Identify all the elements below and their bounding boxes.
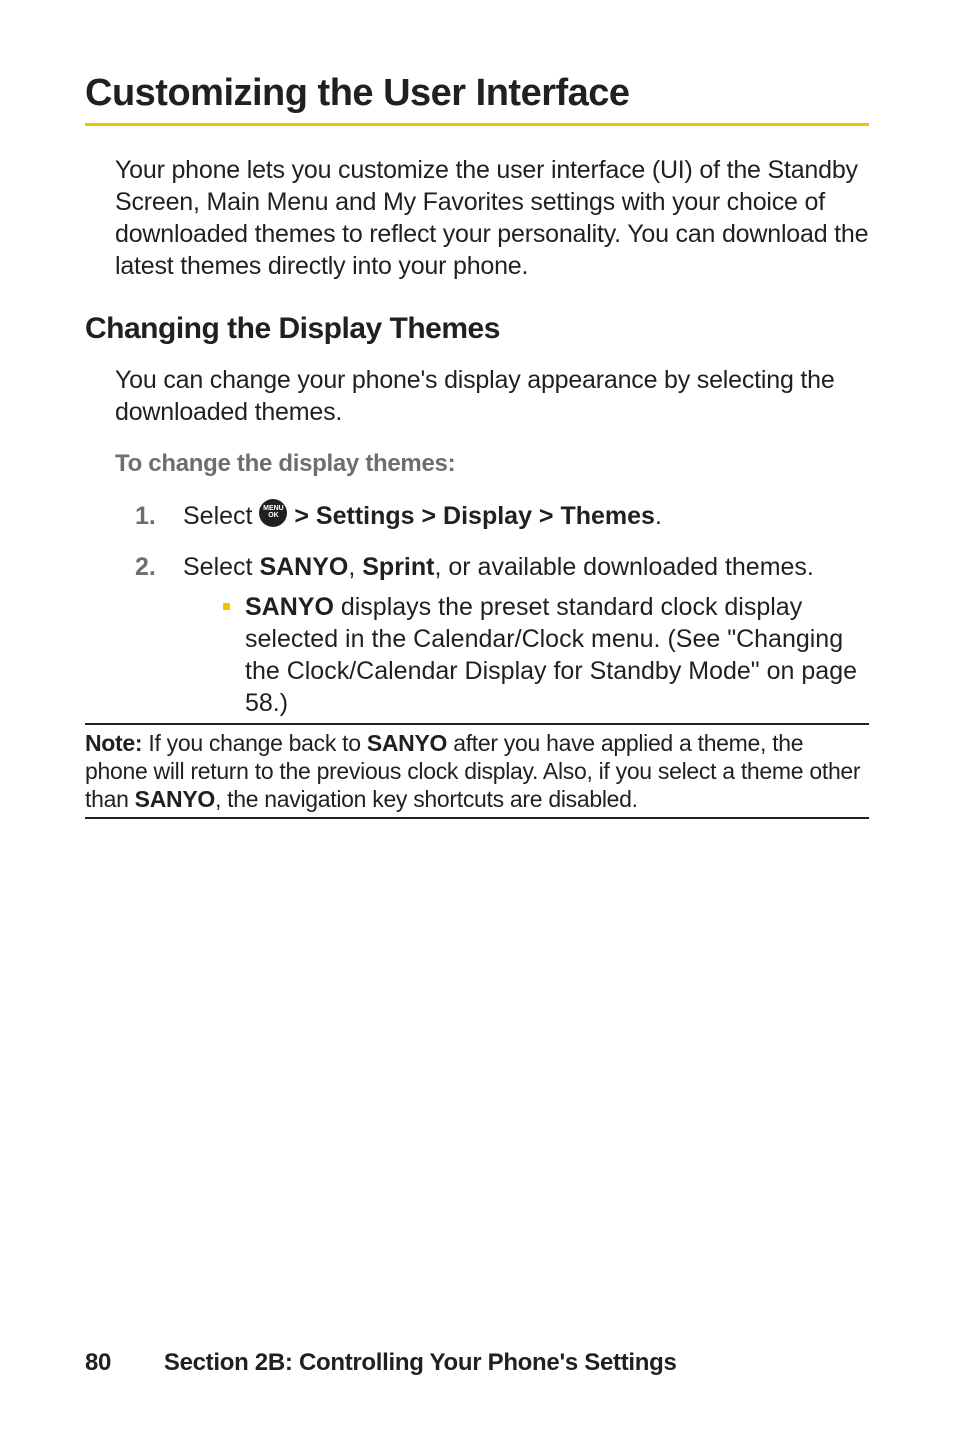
page-title: Customizing the User Interface	[85, 72, 869, 126]
step-item: 1.Select MENUOK > Settings > Display > T…	[135, 500, 869, 533]
section-heading: Changing the Display Themes	[85, 312, 869, 346]
page-number: 80	[85, 1349, 111, 1376]
sub-bullet-list: SANYO displays the preset standard clock…	[223, 591, 869, 719]
procedure-lead-in: To change the display themes:	[115, 450, 869, 478]
page-footer: 80 Section 2B: Controlling Your Phone's …	[85, 1349, 677, 1377]
menu-ok-icon: MENUOK	[259, 499, 287, 527]
step-item: 2.Select SANYO, Sprint, or available dow…	[135, 551, 869, 584]
step-number: 2.	[135, 551, 156, 584]
section-paragraph: You can change your phone's display appe…	[115, 364, 869, 428]
sub-bullet-item: SANYO displays the preset standard clock…	[223, 591, 869, 719]
note-block: Note: If you change back to SANYO after …	[85, 723, 869, 819]
section-label: Section 2B: Controlling Your Phone's Set…	[164, 1349, 677, 1376]
step-number: 1.	[135, 500, 156, 533]
intro-paragraph: Your phone lets you customize the user i…	[115, 154, 869, 282]
procedure-steps: 1.Select MENUOK > Settings > Display > T…	[135, 500, 869, 583]
